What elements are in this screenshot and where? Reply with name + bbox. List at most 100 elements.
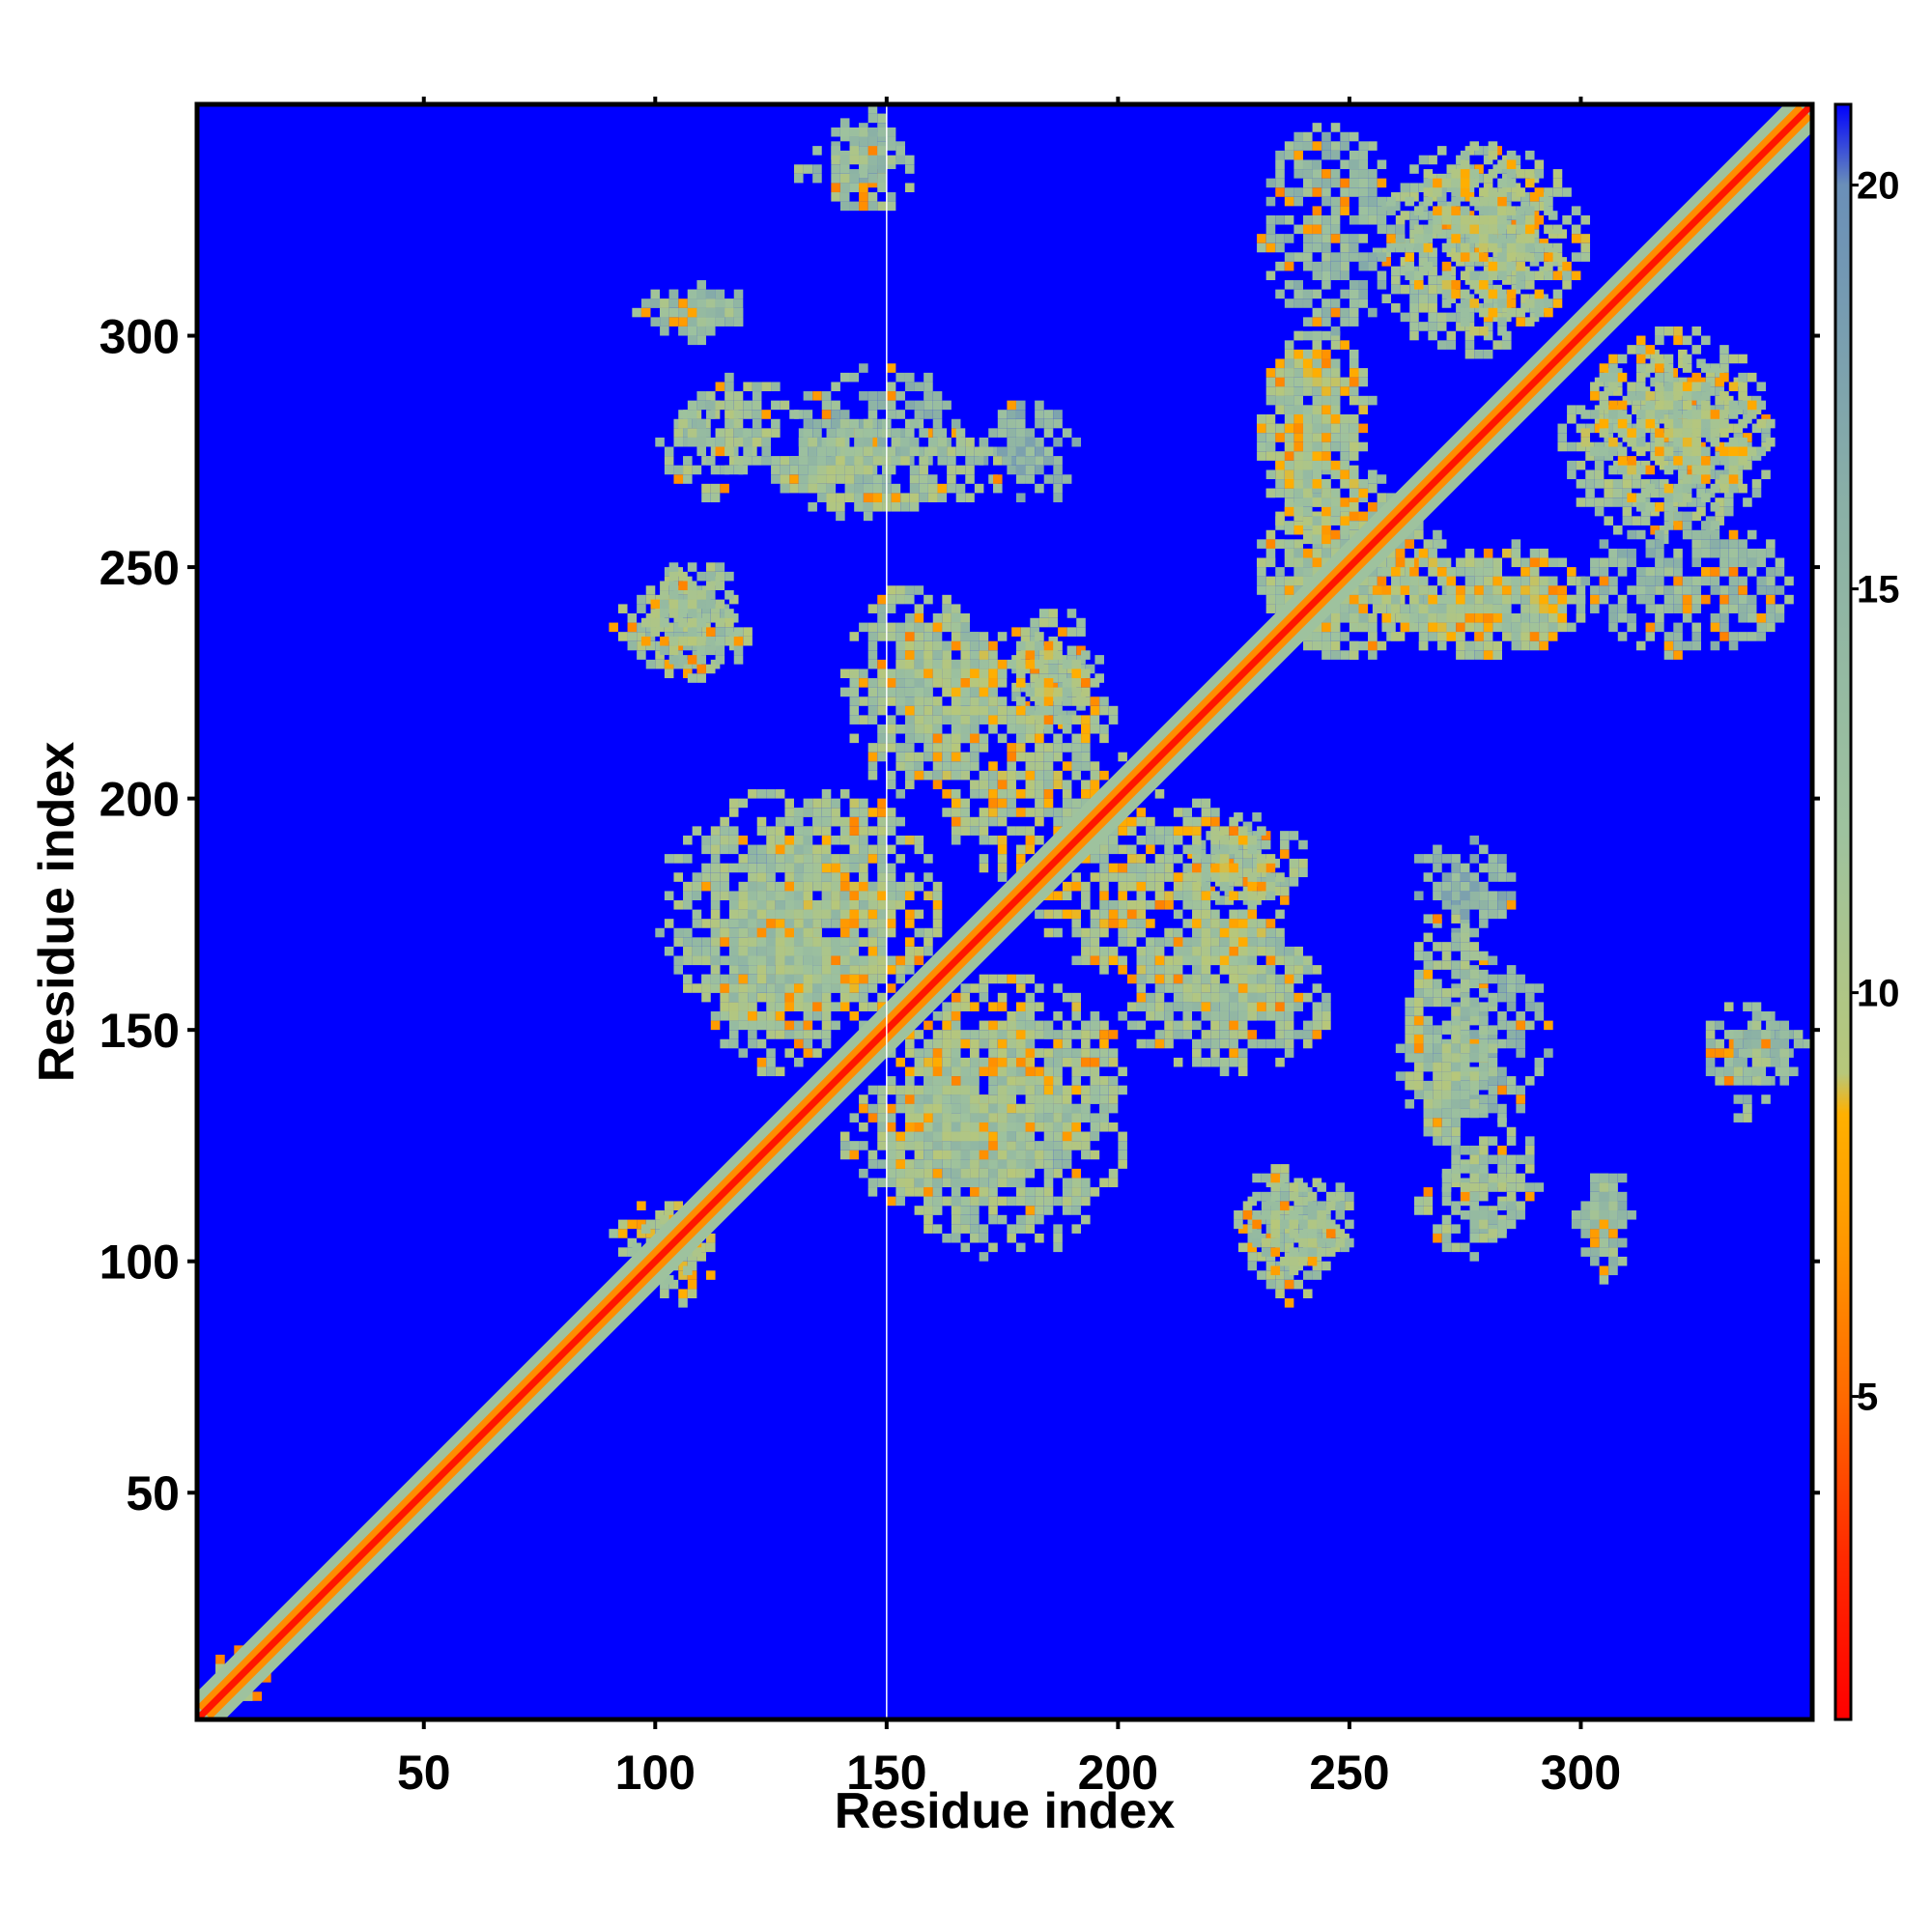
- contact-cell: [794, 816, 804, 827]
- contact-cell: [1030, 664, 1039, 674]
- contact-cell: [951, 789, 961, 799]
- contact-cell: [728, 891, 739, 900]
- contact-cell: [1062, 1085, 1072, 1095]
- contact-cell: [1340, 497, 1350, 507]
- contact-cell: [687, 655, 697, 665]
- contact-cell: [904, 919, 915, 928]
- contact-cell: [1229, 1038, 1238, 1049]
- contact-cell: [867, 1085, 878, 1095]
- contact-cell: [1516, 1094, 1525, 1104]
- contact-cell: [1270, 1191, 1281, 1202]
- contact-cell: [683, 946, 693, 956]
- contact-cell: [1345, 1219, 1354, 1230]
- contact-cell: [951, 612, 961, 623]
- contact-cell: [687, 428, 697, 438]
- contact-cell: [1099, 1122, 1109, 1132]
- contact-cell: [1733, 1076, 1744, 1086]
- contact-cell: [743, 636, 753, 646]
- contact-cell: [1479, 1071, 1489, 1081]
- contact-cell: [1275, 423, 1285, 434]
- contact-cell: [1090, 724, 1100, 734]
- contact-cell: [637, 650, 646, 660]
- contact-cell: [1275, 511, 1285, 522]
- contact-cell: [1015, 650, 1026, 660]
- contact-cell: [1043, 1187, 1054, 1197]
- contact-cell: [960, 752, 971, 762]
- contact-cell: [951, 1131, 961, 1142]
- contact-cell: [1293, 368, 1303, 378]
- contact-cell: [979, 1141, 989, 1151]
- contact-cell: [1035, 983, 1044, 993]
- contact-cell: [923, 1038, 933, 1049]
- contact-cell: [775, 863, 785, 873]
- contact-cell: [849, 946, 860, 956]
- contact-cell: [1627, 1210, 1636, 1220]
- contact-cell: [831, 173, 840, 184]
- contact-cell: [960, 1196, 971, 1207]
- contact-cell: [1146, 965, 1155, 975]
- contact-cell: [1460, 1145, 1470, 1155]
- contact-cell: [904, 372, 915, 383]
- contact-cell: [1035, 1066, 1044, 1077]
- contact-cell: [859, 863, 868, 873]
- contact-cell: [1436, 557, 1447, 568]
- contact-cell: [891, 437, 901, 447]
- contact-cell: [756, 1011, 767, 1021]
- contact-cell: [1182, 1020, 1193, 1031]
- contact-cell: [867, 909, 878, 920]
- contact-cell: [1038, 701, 1049, 711]
- contact-cell: [1237, 1242, 1248, 1253]
- contact-cell: [1071, 761, 1082, 771]
- contact-cell: [794, 1030, 804, 1039]
- contact-cell: [1413, 1025, 1424, 1035]
- contact-cell: [877, 127, 887, 137]
- contact-cell: [1146, 937, 1155, 947]
- contact-cell: [1451, 942, 1461, 952]
- contact-cell: [1428, 557, 1437, 568]
- contact-cell: [979, 743, 989, 753]
- contact-cell: [673, 900, 684, 910]
- contact-cell: [960, 816, 971, 827]
- contact-cell: [1312, 1030, 1322, 1039]
- contact-cell: [1460, 881, 1470, 892]
- contact-cell: [951, 696, 961, 706]
- contact-cell: [1321, 992, 1331, 1003]
- contact-cell: [1053, 1076, 1063, 1086]
- contact-cell: [1460, 960, 1470, 970]
- contact-cell: [1196, 839, 1207, 850]
- contact-cell: [728, 946, 739, 956]
- contact-cell: [660, 609, 669, 618]
- contact-cell: [1340, 529, 1350, 540]
- contact-cell: [1284, 502, 1294, 512]
- contact-cell: [1265, 1038, 1276, 1049]
- contact-cell: [1451, 1224, 1461, 1234]
- contact-cell: [1007, 808, 1016, 817]
- contact-cell: [895, 668, 905, 679]
- contact-cell: [904, 437, 915, 447]
- contact-cell: [1405, 576, 1414, 586]
- contact-cell: [904, 955, 915, 966]
- contact-cell: [1108, 919, 1119, 928]
- contact-cell: [1303, 516, 1313, 526]
- contact-cell: [904, 446, 915, 457]
- contact-cell: [904, 678, 915, 688]
- contact-cell: [1066, 627, 1077, 637]
- contact-cell: [997, 715, 1008, 724]
- contact-cell: [1187, 849, 1197, 859]
- contact-cell: [1451, 1030, 1461, 1039]
- contact-cell: [932, 1030, 943, 1039]
- contact-cell: [748, 437, 757, 447]
- contact-cell: [1136, 1020, 1147, 1031]
- contact-cell: [748, 446, 757, 457]
- contact-cell: [1043, 1178, 1054, 1188]
- contact-cell: [1136, 974, 1147, 984]
- contact-cell: [724, 571, 734, 582]
- contact-cell: [1062, 743, 1072, 753]
- contact-cell: [1423, 1187, 1434, 1197]
- contact-cell: [673, 474, 684, 484]
- contact-cell: [775, 1030, 785, 1039]
- contact-cell: [839, 131, 850, 142]
- contact-cell: [1506, 1126, 1517, 1137]
- contact-cell: [1723, 1066, 1734, 1077]
- contact-cell: [970, 1131, 980, 1142]
